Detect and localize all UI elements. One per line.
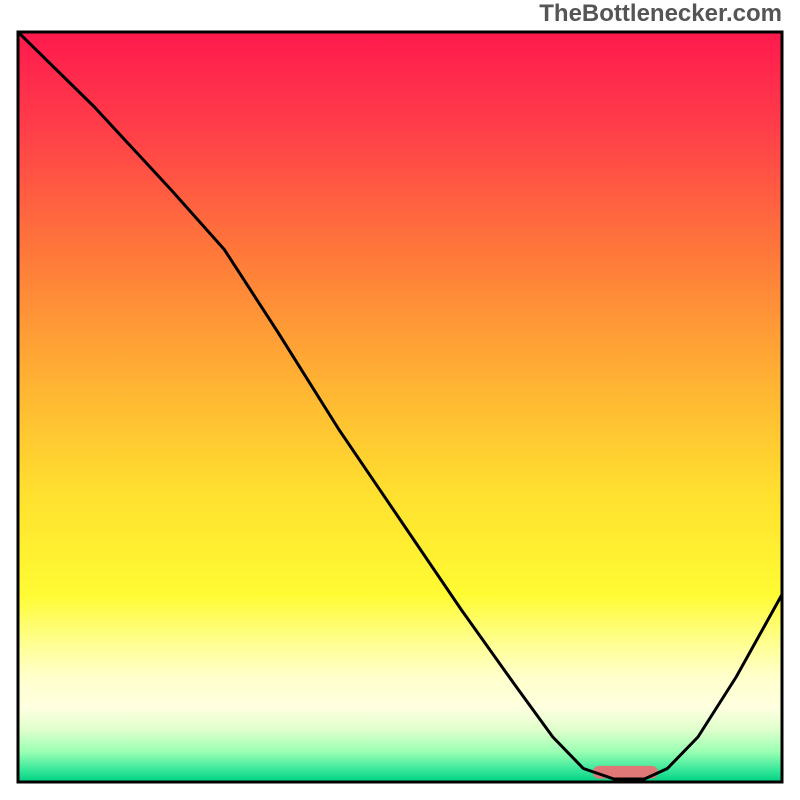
watermark-text: TheBottlenecker.com xyxy=(539,0,782,28)
bottleneck-chart xyxy=(0,0,800,800)
gradient-background xyxy=(18,32,782,782)
chart-container: TheBottlenecker.com xyxy=(0,0,800,800)
